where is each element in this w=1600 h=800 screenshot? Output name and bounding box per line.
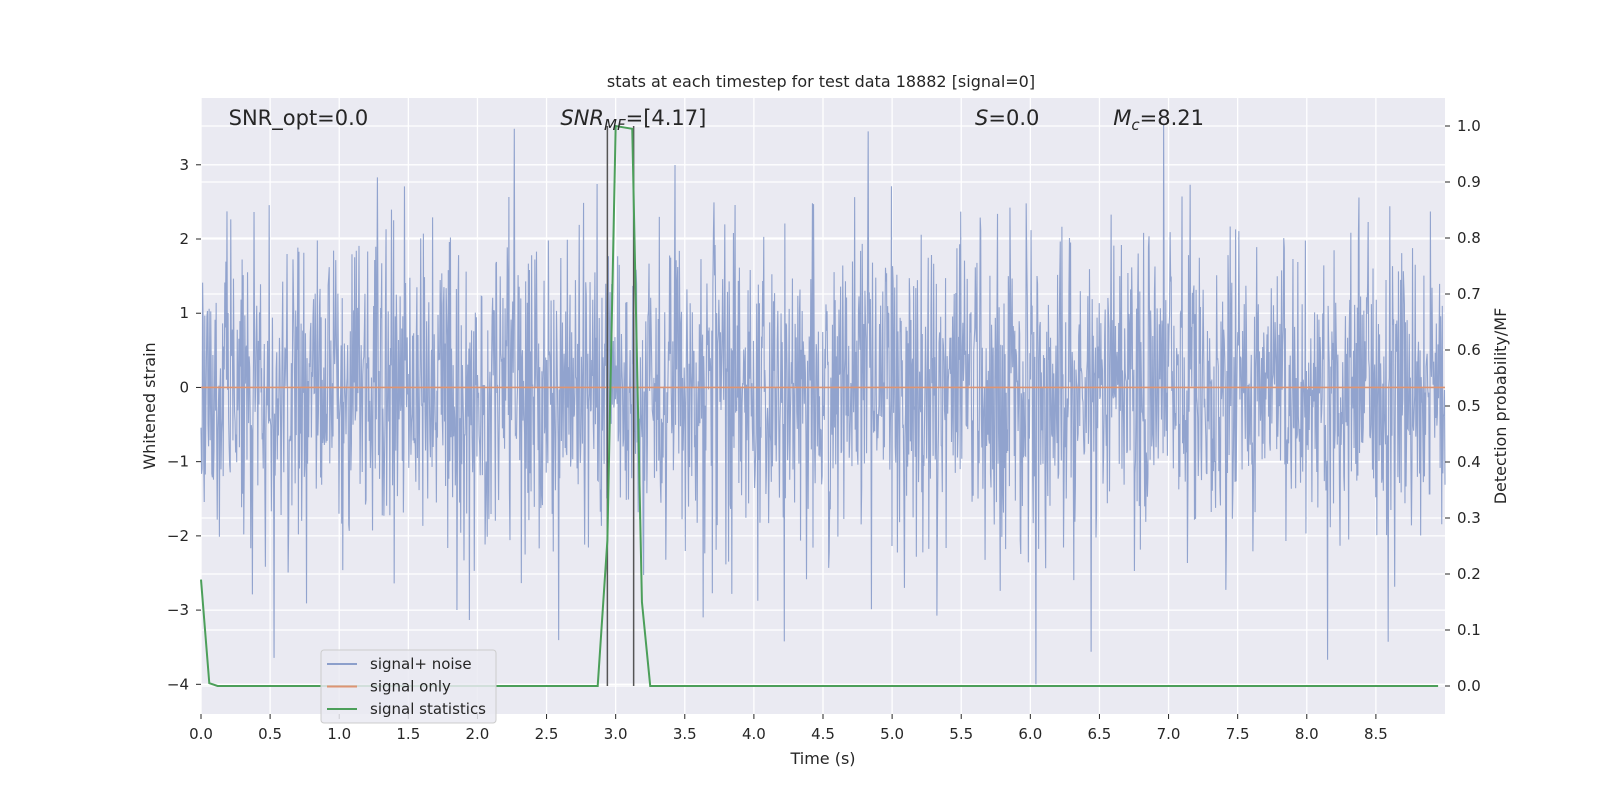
- series-signal-statistics: [200, 124, 1439, 687]
- x-tick-label-1: 0.5: [258, 725, 282, 743]
- annotation-1: SNRMF=[4.17]: [560, 106, 706, 134]
- legend-label-1: signal only: [370, 678, 451, 696]
- x-tick-label-14: 7.0: [1157, 725, 1181, 743]
- y-left-tick-label-5: −2: [167, 527, 189, 545]
- y-left-tick-label-1: 2: [179, 230, 189, 248]
- x-tick-label-13: 6.5: [1088, 725, 1112, 743]
- y-left-tick-label-7: −4: [167, 675, 189, 693]
- x-tick-label-15: 7.5: [1226, 725, 1250, 743]
- x-tick-label-7: 3.5: [673, 725, 697, 743]
- x-tick-label-9: 4.5: [811, 725, 835, 743]
- annotations: SNR_opt=0.0 SNRMF=[4.17] S=0.0 Mc=8.21: [229, 106, 1204, 134]
- annotation-1-subscript: MF: [604, 116, 626, 134]
- legend: signal+ noise signal only signal statistic…: [320, 649, 497, 724]
- y-right-tick-label-7: 0.3: [1457, 509, 1481, 527]
- y-right-tick-label-3: 0.7: [1457, 285, 1481, 303]
- x-tick-label-12: 6.0: [1018, 725, 1042, 743]
- x-tick-label-11: 5.5: [949, 725, 973, 743]
- x-tick-label-0: 0.0: [189, 725, 213, 743]
- signal-statistics-line: [200, 124, 1439, 687]
- x-tick-label-10: 5.0: [880, 725, 904, 743]
- y-left-tick-label-3: 0: [179, 378, 189, 396]
- annotation-3-value: =8.21: [1140, 106, 1204, 130]
- x-tick-label-2: 1.0: [327, 725, 351, 743]
- x-tick-label-8: 4.0: [742, 725, 766, 743]
- annotation-2: S=0.0: [975, 106, 1039, 130]
- x-tick-label-4: 2.0: [466, 725, 490, 743]
- x-tick-label-17: 8.5: [1364, 725, 1388, 743]
- y-axis-right-label: Detection probability/MF: [1491, 308, 1510, 505]
- y-right-tick-label-8: 0.2: [1457, 565, 1481, 583]
- y-left-tick-label-2: 1: [179, 304, 189, 322]
- y-left-ticks: 3 2 1 0 −1 −2 −3 −4: [167, 156, 201, 693]
- y-right-tick-label-10: 0.0: [1457, 677, 1481, 695]
- chart-title: stats at each timestep for test data 188…: [607, 72, 1035, 91]
- legend-label-0: signal+ noise: [370, 655, 472, 673]
- legend-box: [320, 649, 497, 724]
- x-tick-label-16: 8.0: [1295, 725, 1319, 743]
- series-signal-noise: [200, 123, 1446, 685]
- y-right-tick-label-2: 0.8: [1457, 229, 1481, 247]
- x-axis-label: Time (s): [789, 749, 855, 768]
- x-tick-label-3: 1.5: [396, 725, 420, 743]
- signal-noise-line: [200, 123, 1446, 685]
- annotation-1-value: =[4.17]: [626, 106, 707, 130]
- annotation-3-symbol: M: [1113, 106, 1131, 130]
- y-right-ticks: 1.0 0.9 0.8 0.7 0.6 0.5 0.4 0.3 0.2 0.1 0.0: [1445, 117, 1481, 695]
- x-tick-label-5: 2.5: [535, 725, 559, 743]
- y-axis-left-label: Whitened strain: [140, 342, 159, 469]
- annotation-3-subscript: c: [1131, 116, 1140, 134]
- y-left-tick-label-4: −1: [167, 453, 189, 471]
- x-tick-label-6: 3.0: [604, 725, 628, 743]
- legend-label-2: signal statistics: [370, 700, 486, 718]
- annotation-2-value: =0.0: [988, 106, 1039, 130]
- y-right-tick-label-0: 1.0: [1457, 117, 1481, 135]
- y-right-tick-label-6: 0.4: [1457, 453, 1481, 471]
- annotation-2-symbol: S: [975, 106, 988, 130]
- y-right-tick-label-5: 0.5: [1457, 397, 1481, 415]
- y-right-tick-label-4: 0.6: [1457, 341, 1481, 359]
- y-right-tick-label-1: 0.9: [1457, 173, 1481, 191]
- annotation-1-symbol: SNR: [560, 106, 604, 130]
- y-left-tick-label-0: 3: [179, 156, 189, 174]
- annotation-0: SNR_opt=0.0: [229, 106, 369, 131]
- x-ticks: 0.0 0.5 1.0 1.5 2.0 2.5 3.0 3.5 4.0 4.5 5.0 5.5 6.0 6…: [189, 714, 1388, 743]
- y-right-tick-label-9: 0.1: [1457, 621, 1481, 639]
- y-left-tick-label-6: −3: [167, 601, 189, 619]
- annotation-3: Mc=8.21: [1113, 106, 1204, 134]
